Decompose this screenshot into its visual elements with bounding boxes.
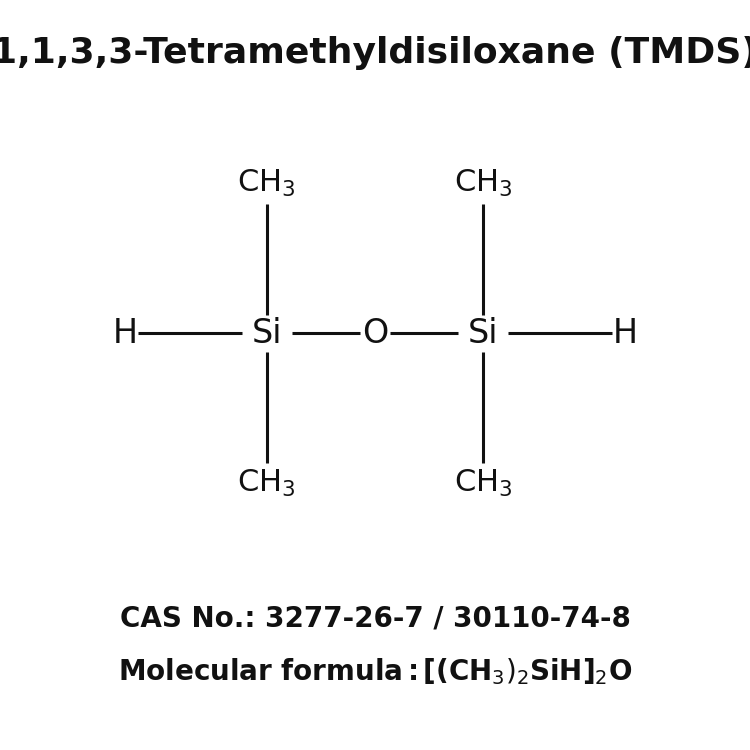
Text: CAS No.: 3277-26-7 / 30110-74-8: CAS No.: 3277-26-7 / 30110-74-8 bbox=[119, 604, 631, 633]
Text: $\mathregular{CH_3}$: $\mathregular{CH_3}$ bbox=[454, 168, 512, 199]
Text: $\mathregular{CH_3}$: $\mathregular{CH_3}$ bbox=[238, 468, 296, 499]
Text: 1,1,3,3-Tetramethyldisiloxane (TMDS): 1,1,3,3-Tetramethyldisiloxane (TMDS) bbox=[0, 35, 750, 70]
Text: $\mathregular{CH_3}$: $\mathregular{CH_3}$ bbox=[238, 168, 296, 199]
Text: Si: Si bbox=[251, 316, 282, 350]
Text: Si: Si bbox=[468, 316, 499, 350]
Text: O: O bbox=[362, 316, 388, 350]
Text: Molecular formula$\,$:$\,$[(CH$_3)_2$SiH]$_2$O: Molecular formula$\,$:$\,$[(CH$_3)_2$SiH… bbox=[118, 656, 632, 687]
Text: H: H bbox=[112, 316, 137, 350]
Text: $\mathregular{CH_3}$: $\mathregular{CH_3}$ bbox=[454, 468, 512, 499]
Text: H: H bbox=[613, 316, 638, 350]
